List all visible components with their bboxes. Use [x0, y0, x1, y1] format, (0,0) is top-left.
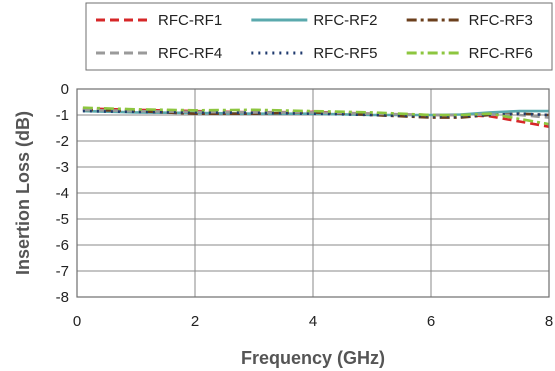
legend: RFC-RF1 RFC-RF2 RFC-RF3 RFC-RF4 RFC-RF5 RFC-R…	[85, 2, 553, 71]
axes: 0-1-2-3-4-5-6-7-80 2 4 6 8	[56, 81, 554, 330]
series-line-rfc-rf5	[82, 109, 550, 118]
y-tick-label: -3	[56, 159, 69, 176]
y-tick-label: -7	[56, 263, 69, 280]
legend-label: RFC-RF2	[313, 12, 377, 29]
x-tick-label: 4	[309, 313, 317, 330]
x-tick-label: 2	[191, 313, 199, 330]
y-tick-label: 0	[61, 81, 69, 98]
y-tick-label: -8	[56, 289, 69, 306]
x-tick-label: 8	[545, 313, 553, 330]
plot-frame	[76, 88, 550, 298]
legend-label: RFC-RF5	[313, 45, 377, 62]
x-tick-label: 0	[73, 313, 81, 330]
legend-box	[85, 2, 553, 71]
y-tick-label: -4	[56, 185, 69, 202]
y-tick-label: -5	[56, 211, 69, 228]
plot-area	[82, 106, 550, 128]
x-tick-label: 6	[427, 313, 435, 330]
y-tick-label: -2	[56, 133, 69, 150]
grid	[77, 88, 549, 298]
x-axis-title: Frequency (GHz)	[241, 348, 385, 368]
y-tick-label: -6	[56, 237, 69, 254]
series-line-rfc-rf6	[82, 106, 550, 126]
legend-label: RFC-RF4	[158, 45, 222, 62]
legend-label: RFC-RF1	[158, 12, 222, 29]
legend-label: RFC-RF3	[469, 12, 533, 29]
y-axis-title: Insertion Loss (dB)	[13, 111, 33, 275]
y-tick-label: -1	[56, 107, 69, 124]
legend-label: RFC-RF6	[469, 45, 533, 62]
